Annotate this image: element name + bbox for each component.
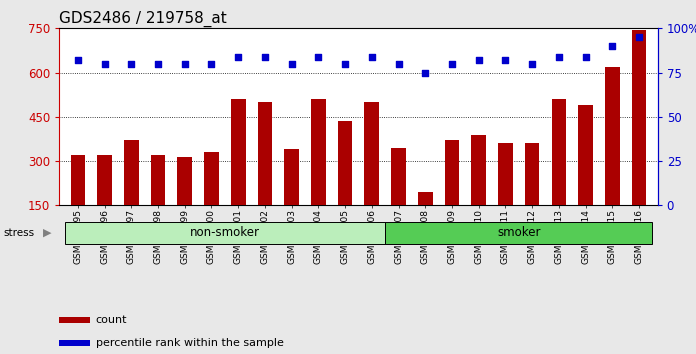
Bar bbox=[391, 148, 406, 205]
Bar bbox=[150, 155, 166, 205]
Bar bbox=[471, 135, 486, 205]
Point bbox=[420, 70, 431, 75]
FancyBboxPatch shape bbox=[65, 222, 385, 244]
Bar bbox=[418, 192, 433, 205]
Text: percentile rank within the sample: percentile rank within the sample bbox=[95, 338, 283, 348]
Bar bbox=[97, 155, 112, 205]
Bar bbox=[258, 102, 272, 205]
Bar bbox=[59, 340, 90, 346]
FancyBboxPatch shape bbox=[385, 222, 652, 244]
Bar bbox=[632, 30, 647, 205]
Bar bbox=[445, 141, 459, 205]
Bar bbox=[204, 152, 219, 205]
Bar bbox=[525, 143, 539, 205]
Text: GDS2486 / 219758_at: GDS2486 / 219758_at bbox=[59, 11, 227, 27]
Point bbox=[232, 54, 244, 59]
Point bbox=[607, 43, 618, 49]
Point bbox=[313, 54, 324, 59]
Text: smoker: smoker bbox=[497, 226, 541, 239]
Point bbox=[340, 61, 351, 67]
Bar bbox=[59, 317, 90, 323]
Bar bbox=[177, 156, 192, 205]
Text: non-smoker: non-smoker bbox=[190, 226, 260, 239]
Point bbox=[366, 54, 377, 59]
Point bbox=[553, 54, 564, 59]
Point bbox=[580, 54, 591, 59]
Point bbox=[99, 61, 110, 67]
Point bbox=[473, 57, 484, 63]
Text: stress: stress bbox=[3, 228, 35, 238]
Bar bbox=[578, 105, 593, 205]
Point bbox=[286, 61, 297, 67]
Text: ▶: ▶ bbox=[43, 228, 52, 238]
Point bbox=[179, 61, 190, 67]
Bar bbox=[70, 155, 85, 205]
Bar bbox=[338, 121, 352, 205]
Point bbox=[206, 61, 217, 67]
Bar bbox=[605, 67, 619, 205]
Point bbox=[126, 61, 137, 67]
Bar bbox=[311, 99, 326, 205]
Point bbox=[393, 61, 404, 67]
Point bbox=[446, 61, 457, 67]
Point bbox=[72, 57, 84, 63]
Point bbox=[500, 57, 511, 63]
Bar bbox=[365, 102, 379, 205]
Text: count: count bbox=[95, 315, 127, 325]
Point bbox=[152, 61, 164, 67]
Bar bbox=[551, 99, 567, 205]
Point bbox=[633, 34, 644, 40]
Bar bbox=[124, 141, 139, 205]
Point bbox=[527, 61, 538, 67]
Bar bbox=[284, 149, 299, 205]
Bar bbox=[498, 143, 513, 205]
Point bbox=[260, 54, 271, 59]
Bar bbox=[231, 99, 246, 205]
